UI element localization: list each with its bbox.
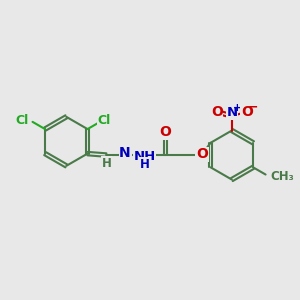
Text: H: H xyxy=(102,157,112,169)
Text: N: N xyxy=(226,106,237,119)
Text: O: O xyxy=(160,125,171,139)
Text: H: H xyxy=(140,158,149,171)
Text: CH₃: CH₃ xyxy=(270,170,294,183)
Text: O: O xyxy=(196,148,208,161)
Text: N: N xyxy=(119,146,131,160)
Text: O: O xyxy=(211,105,223,119)
Text: Cl: Cl xyxy=(16,114,29,127)
Text: Cl: Cl xyxy=(97,114,110,127)
Text: NH: NH xyxy=(133,150,155,163)
Text: +: + xyxy=(232,103,241,113)
Text: O: O xyxy=(241,105,253,119)
Text: −: − xyxy=(248,101,259,114)
